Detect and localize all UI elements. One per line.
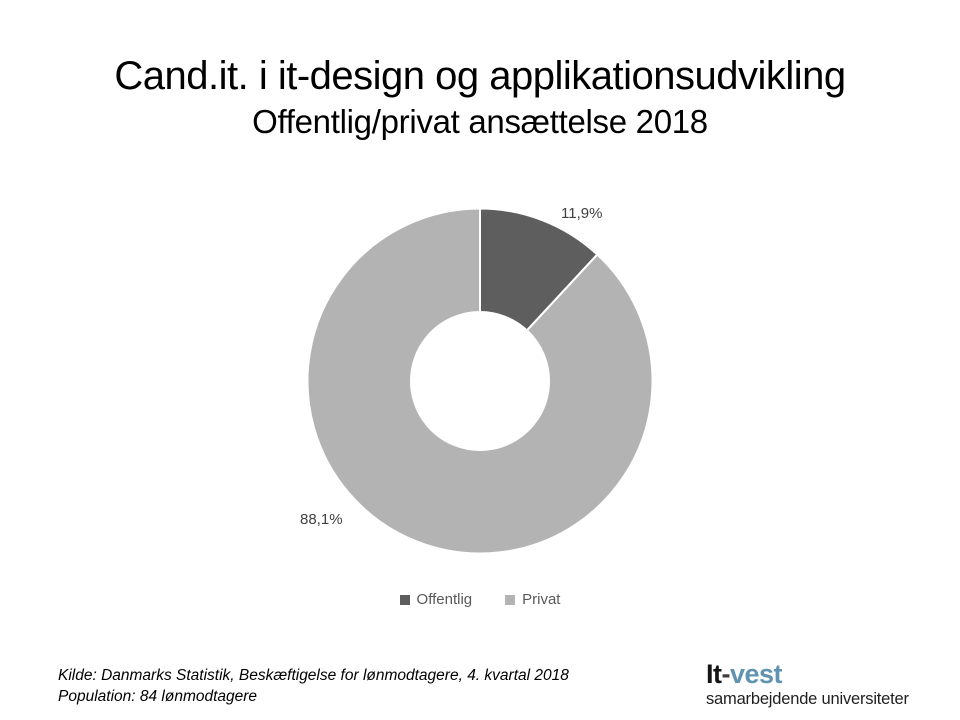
chart-title: Cand.it. i it-design og applikationsudvi…	[114, 54, 846, 98]
data-label-offentlig: 11,9%	[561, 205, 603, 222]
donut-svg	[306, 207, 654, 555]
legend-label-offentlig: Offentlig	[416, 591, 473, 608]
itvest-logo-wordmark: It-vest	[706, 661, 909, 688]
legend-swatch-privat-icon	[505, 594, 516, 605]
donut-slice-privat	[306, 207, 654, 555]
legend-swatch-offentlig-icon	[399, 594, 410, 605]
chart-legend: Offentlig Privat	[0, 591, 960, 608]
legend-item-offentlig: Offentlig	[399, 591, 473, 608]
itvest-logo: It-vest samarbejdende universiteter	[706, 661, 909, 708]
data-label-privat: 88,1%	[300, 511, 343, 528]
logo-prefix: It	[706, 659, 722, 689]
chart-subtitle: Offentlig/privat ansættelse 2018	[252, 103, 708, 140]
logo-tagline: samarbejdende universiteter	[706, 690, 909, 708]
legend-item-privat: Privat	[505, 591, 560, 608]
logo-hyphen: -	[721, 659, 731, 689]
logo-suffix: vest	[730, 659, 783, 689]
source-note: Kilde: Danmarks Statistik, Beskæftigelse…	[58, 665, 569, 707]
legend-label-privat: Privat	[522, 591, 561, 608]
donut-chart	[302, 203, 658, 559]
source-line-1: Kilde: Danmarks Statistik, Beskæftigelse…	[58, 667, 569, 684]
source-line-2: Population: 84 lønmodtagere	[58, 688, 258, 705]
